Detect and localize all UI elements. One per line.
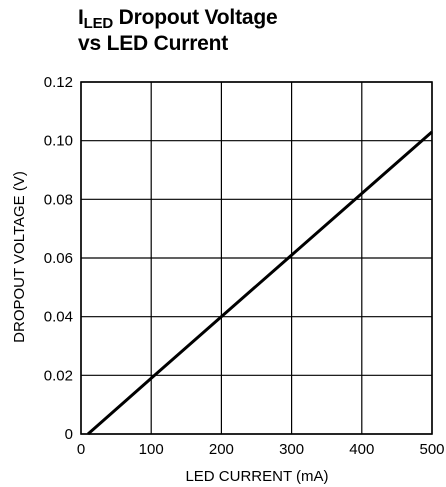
x-tick-label: 400 <box>349 441 374 458</box>
x-tick-label: 100 <box>139 441 164 458</box>
x-axis-label: LED CURRENT (mA) <box>185 468 328 485</box>
title-line2: vs LED Current <box>78 32 229 55</box>
plot-frame <box>80 81 433 435</box>
y-tick-label: 0.06 <box>44 250 73 267</box>
y-tick-label: 0.02 <box>44 367 73 384</box>
series-line <box>87 130 433 436</box>
y-tick-label: 0 <box>65 426 73 443</box>
y-tick-label: 0.12 <box>44 74 73 91</box>
x-tick-label: 500 <box>419 441 444 458</box>
x-tick-label: 200 <box>209 441 234 458</box>
y-tick-label: 0.10 <box>44 133 73 150</box>
title-main: I <box>78 6 84 29</box>
y-axis-label: DROPOUT VOLTAGE (V) <box>11 171 28 343</box>
x-tick-label: 300 <box>279 441 304 458</box>
chart-title: ILED Dropout Voltage vs LED Current <box>78 6 278 56</box>
y-tick-label: 0.08 <box>44 191 73 208</box>
x-tick-label: 0 <box>77 441 85 458</box>
title-subscript: LED <box>83 15 114 32</box>
title-rest: Dropout Voltage <box>113 6 278 29</box>
y-tick-label: 0.04 <box>44 309 73 326</box>
